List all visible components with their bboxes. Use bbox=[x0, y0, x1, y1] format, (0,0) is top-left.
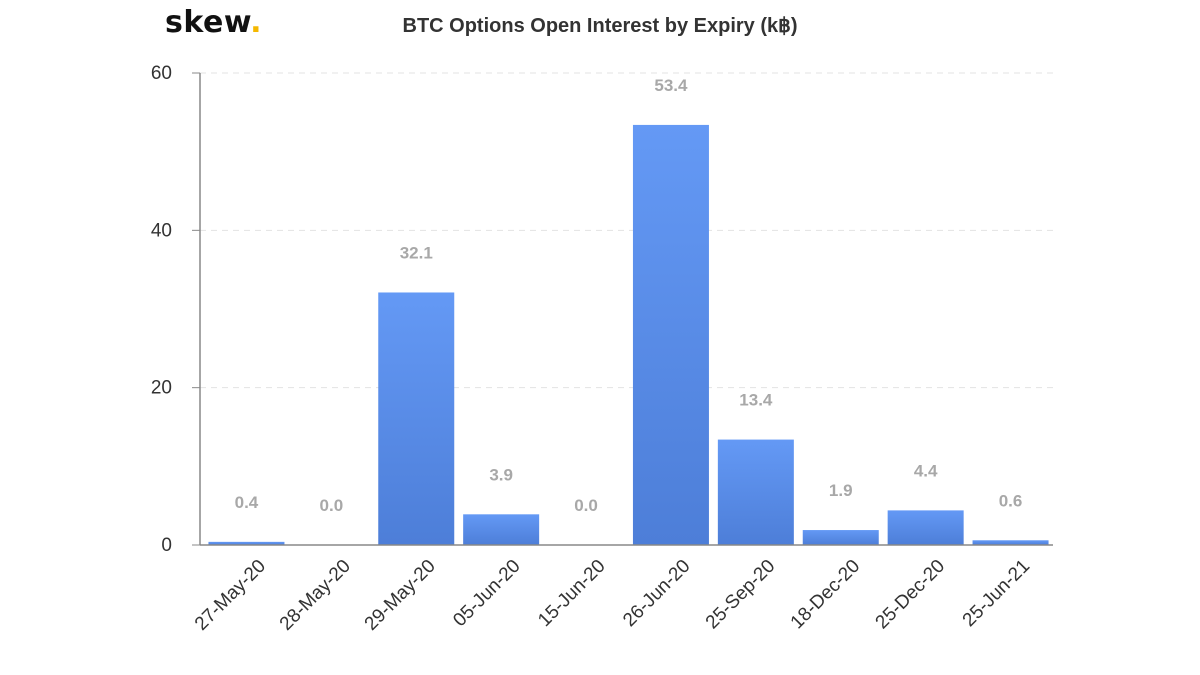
y-tick-label: 60 bbox=[151, 63, 172, 84]
bar bbox=[378, 292, 455, 545]
x-tick-label: 29-May-20 bbox=[361, 556, 440, 635]
x-axis-tick-labels: 27-May-20 28-May-20 29-May-20 05-Jun-20 15-J… bbox=[191, 556, 1034, 635]
bar bbox=[717, 439, 794, 545]
bar bbox=[463, 514, 540, 545]
bar bbox=[972, 540, 1049, 545]
data-label: 0.6 bbox=[999, 491, 1023, 510]
bar bbox=[887, 510, 964, 545]
data-label: 0.0 bbox=[320, 496, 344, 515]
grid-lines bbox=[200, 72, 1053, 389]
logo-text: skew. bbox=[165, 5, 262, 40]
axes bbox=[192, 72, 1053, 546]
skew-logo: skew. bbox=[165, 5, 262, 40]
data-label: 0.0 bbox=[574, 496, 598, 515]
bar bbox=[632, 124, 709, 546]
y-tick-label: 40 bbox=[151, 220, 172, 241]
data-label: 3.9 bbox=[489, 465, 513, 484]
x-tick-label: 28-May-20 bbox=[276, 556, 355, 635]
logo-dot: . bbox=[250, 5, 262, 40]
data-labels: 0.4 0.0 32.1 3.9 0.0 53.4 13.4 1.9 4.4 0.6 bbox=[235, 76, 1023, 515]
logo-wordmark: skew bbox=[165, 5, 251, 40]
data-label: 13.4 bbox=[739, 391, 773, 410]
bar bbox=[208, 541, 285, 545]
data-label: 4.4 bbox=[914, 461, 938, 480]
x-tick-label: 15-Jun-20 bbox=[534, 556, 609, 631]
x-tick-label: 25-Jun-21 bbox=[959, 556, 1034, 631]
data-label: 0.4 bbox=[235, 493, 259, 512]
data-label: 32.1 bbox=[400, 243, 433, 262]
data-label: 1.9 bbox=[829, 481, 853, 500]
y-axis-tick-labels: 0 20 40 60 bbox=[151, 63, 172, 556]
x-tick-label: 25-Sep-20 bbox=[702, 556, 780, 634]
data-label: 53.4 bbox=[654, 76, 688, 95]
chart-title: BTC Options Open Interest by Expiry (k฿) bbox=[403, 15, 798, 37]
bar bbox=[802, 530, 879, 545]
y-tick-label: 20 bbox=[151, 378, 172, 399]
x-tick-label: 27-May-20 bbox=[191, 556, 270, 635]
x-tick-label: 25-Dec-20 bbox=[872, 556, 950, 634]
x-tick-label: 05-Jun-20 bbox=[449, 556, 524, 631]
bars bbox=[208, 124, 1049, 546]
y-tick-label: 0 bbox=[161, 535, 172, 556]
x-tick-label: 18-Dec-20 bbox=[787, 556, 865, 634]
x-tick-label: 26-Jun-20 bbox=[619, 556, 694, 631]
